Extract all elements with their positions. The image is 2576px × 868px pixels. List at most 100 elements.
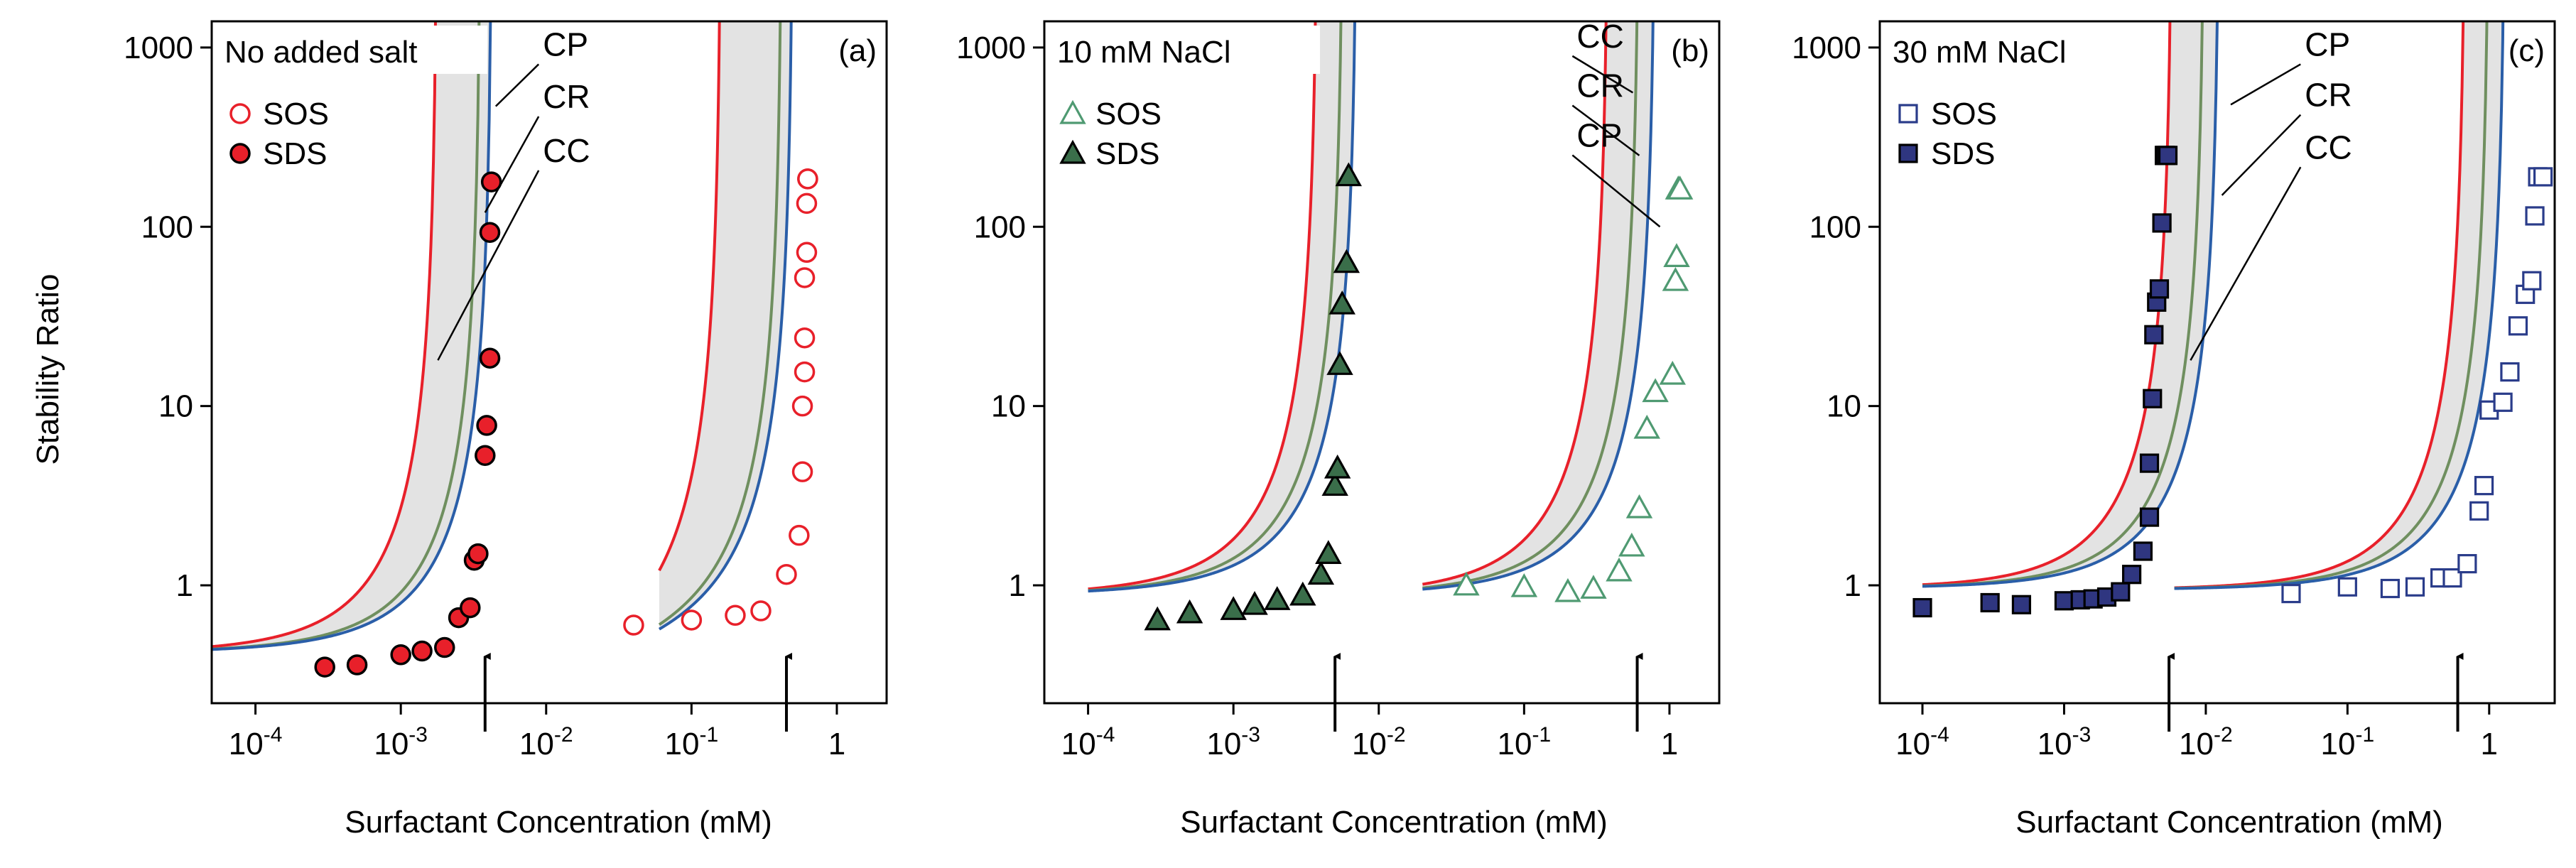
data-point [2522, 271, 2542, 291]
series-sds [1912, 146, 2178, 618]
data-point [2152, 213, 2172, 233]
x-tick-label: 10-3 [2037, 723, 2091, 761]
x-tick-label: 10-1 [1498, 723, 1552, 761]
data-point [1328, 290, 1355, 315]
data-point [2500, 362, 2520, 382]
x-tick-label: 1 [1661, 727, 1678, 761]
model-curves [1922, 21, 2505, 590]
data-point [2380, 578, 2400, 599]
data-point [791, 461, 813, 482]
curve-cp [658, 21, 721, 572]
curve-cc [1088, 21, 1356, 593]
data-point [434, 636, 455, 658]
data-point [2158, 146, 2178, 166]
data-point [796, 192, 818, 215]
data-point [1642, 378, 1669, 403]
series-sos [2281, 167, 2553, 604]
curve-cr [658, 21, 782, 626]
series-sos [1453, 175, 1694, 602]
data-point [1333, 249, 1360, 273]
legend-marker [1059, 99, 1086, 124]
legend: 10 mM NaCl SOS SDS [1050, 26, 1320, 171]
data-point [1335, 162, 1363, 187]
annotation-label: CP [543, 26, 588, 63]
x-tick-label: 10-2 [1352, 723, 1406, 761]
plot-frame [210, 20, 888, 705]
data-point [1315, 540, 1342, 564]
data-point [475, 445, 496, 466]
panel-2: 1 10 100 1000 10-4 10-3 10-2 10-1 1 CC CR CP 10 mM N… [956, 18, 1721, 761]
curve-cc [2174, 21, 2505, 590]
data-point [1510, 573, 1538, 597]
data-point [794, 267, 816, 288]
data-point [480, 171, 502, 192]
annotation-line [494, 63, 540, 107]
data-point [794, 327, 816, 349]
annotation-label: CR [543, 78, 590, 115]
data-point [2525, 206, 2545, 226]
y-tick-label: 100 [974, 210, 1026, 244]
data-point [2149, 279, 2170, 299]
legend-label: SOS [1931, 97, 1997, 131]
x-axis-label-b: Surfactant Concentration (mM) [1180, 805, 1608, 840]
x-tick-label: 10-3 [1206, 723, 1260, 761]
data-point [1659, 360, 1686, 385]
data-point [1666, 175, 1694, 200]
y-tick-label: 1000 [1792, 31, 1861, 65]
series-sds [1144, 162, 1363, 631]
data-point [1980, 592, 2000, 613]
annotation-label: CC [1576, 18, 1623, 55]
legend-title: 10 mM NaCl [1057, 35, 1231, 70]
uncertainty-band [1922, 21, 2217, 587]
legend-title: 30 mM NaCl [1893, 35, 2067, 70]
curve-cr [1422, 21, 1639, 590]
data-point [1606, 557, 1633, 582]
data-point [1662, 266, 1689, 291]
legend-label: SOS [1095, 97, 1162, 131]
data-point [1326, 351, 1353, 375]
x-tick-label: 10-4 [1061, 723, 1115, 761]
x-tick-label: 10-3 [374, 723, 428, 761]
x-tick-label: 10-1 [665, 723, 719, 761]
data-point [1633, 414, 1660, 439]
data-point [411, 640, 433, 662]
legend: No added salt SOS SDS [217, 26, 487, 171]
legend-marker [229, 143, 251, 164]
data-point [2469, 501, 2489, 521]
data-point [1220, 596, 1247, 620]
legend-marker [1898, 104, 1918, 124]
annotation-line [2230, 63, 2301, 106]
data-point [1144, 606, 1171, 631]
data-point [467, 543, 489, 565]
x-tick-label: 1 [2481, 727, 2498, 761]
y-axis-label: Stability Ratio [31, 273, 65, 465]
data-point [2054, 591, 2074, 611]
data-point [2281, 583, 2301, 604]
legend-title: No added salt [224, 35, 418, 70]
curve-cp [1922, 21, 2172, 587]
data-point [346, 654, 368, 676]
curve-cc [658, 21, 793, 631]
data-point [2143, 389, 2163, 408]
panel-label: (a) [838, 33, 877, 68]
data-point [1324, 454, 1351, 479]
data-point [1307, 560, 1335, 585]
x-tick-label: 10-1 [2321, 723, 2375, 761]
y-tick-label: 10 [158, 389, 193, 424]
data-point [2405, 577, 2425, 597]
y-tick-label: 10 [1827, 389, 1861, 424]
data-point [2337, 577, 2357, 597]
y-tick-label: 100 [141, 210, 193, 244]
model-curves [212, 21, 793, 651]
curve-cp [1422, 21, 1608, 586]
data-point [1289, 581, 1316, 606]
data-point [390, 644, 411, 666]
panel-3: 1 10 100 1000 10-4 10-3 10-2 10-1 1 CP CR CC 30 mM N… [1792, 20, 2556, 761]
annotation-label: CR [2305, 77, 2352, 114]
data-point [1453, 571, 1480, 596]
data-point [2122, 565, 2142, 585]
data-point [1580, 575, 1607, 599]
legend-marker [1059, 139, 1086, 164]
annotation-line [484, 116, 540, 213]
data-point [1663, 243, 1690, 267]
